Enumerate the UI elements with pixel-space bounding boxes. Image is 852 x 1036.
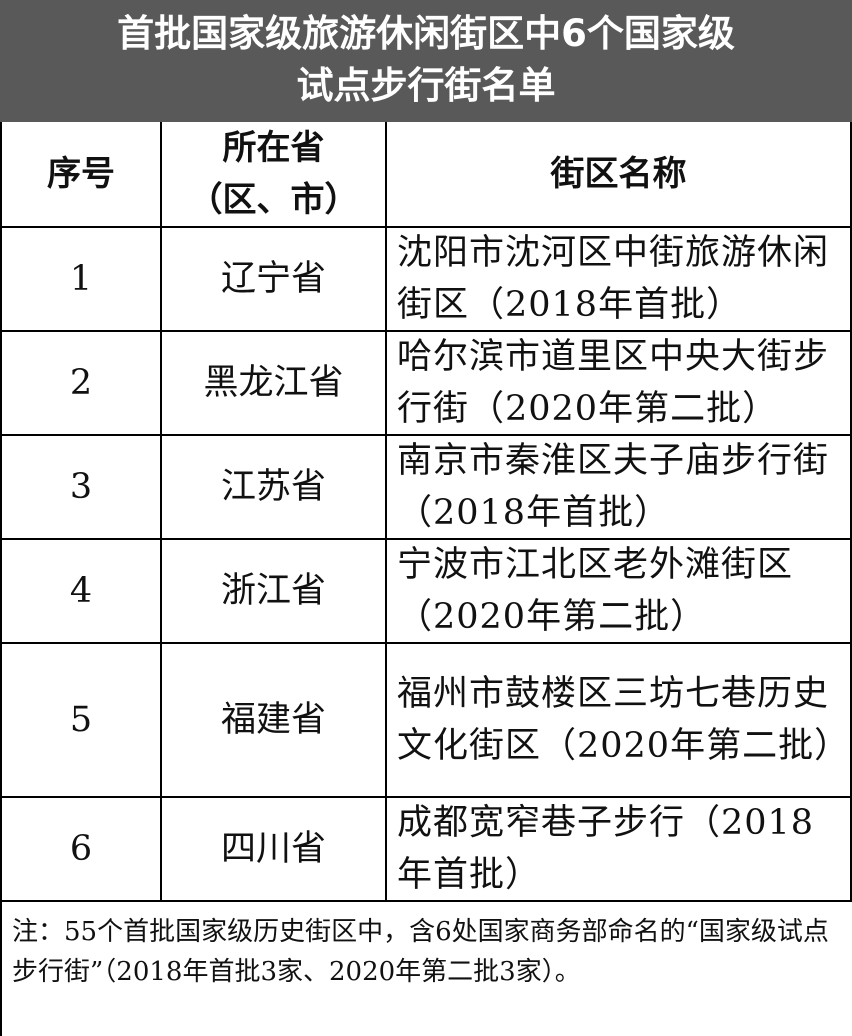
header-line: 所在省 xyxy=(222,128,325,168)
title-line: 首批国家级旅游休闲街区中6个国家级 xyxy=(117,12,735,55)
table-cell: 哈尔滨市道里区中央大街步行街（2020年第二批） xyxy=(387,332,852,436)
table-cell: 江苏省 xyxy=(162,436,387,540)
table-cell: 福建省 xyxy=(162,644,387,798)
table-cell: 沈阳市沈河区中街旅游休闲街区（2018年首批） xyxy=(387,228,852,332)
table-cell: 5 xyxy=(0,644,162,798)
header-cell: 所在省 （区、市） xyxy=(162,122,387,228)
table-cell: 3 xyxy=(0,436,162,540)
table-cell: 成都宽窄巷子步行（2018年首批） xyxy=(387,798,852,902)
title-line: 试点步行街名单 xyxy=(296,64,556,107)
table-cell: 四川省 xyxy=(162,798,387,902)
table-cell: 宁波市江北区老外滩街区（2020年第二批） xyxy=(387,540,852,644)
table-cell: 4 xyxy=(0,540,162,644)
header-line: （区、市） xyxy=(188,180,359,220)
title: 首批国家级旅游休闲街区中6个国家级 试点步行街名单 xyxy=(0,0,852,122)
table-cell: 福州市鼓楼区三坊七巷历史文化街区（2020年第二批） xyxy=(387,644,852,798)
table-cell: 黑龙江省 xyxy=(162,332,387,436)
table-cell: 浙江省 xyxy=(162,540,387,644)
table-cell: 1 xyxy=(0,228,162,332)
note: 注：55个首批国家级历史街区中，含6处国家商务部命名的“国家级试点步行街”（20… xyxy=(0,902,852,1036)
table-cell: 6 xyxy=(0,798,162,902)
header-cell: 序号 xyxy=(0,122,162,228)
table-cell: 2 xyxy=(0,332,162,436)
table-cell: 南京市秦淮区夫子庙步行街（2018年首批） xyxy=(387,436,852,540)
table-cell: 辽宁省 xyxy=(162,228,387,332)
header-cell: 街区名称 xyxy=(387,122,852,228)
